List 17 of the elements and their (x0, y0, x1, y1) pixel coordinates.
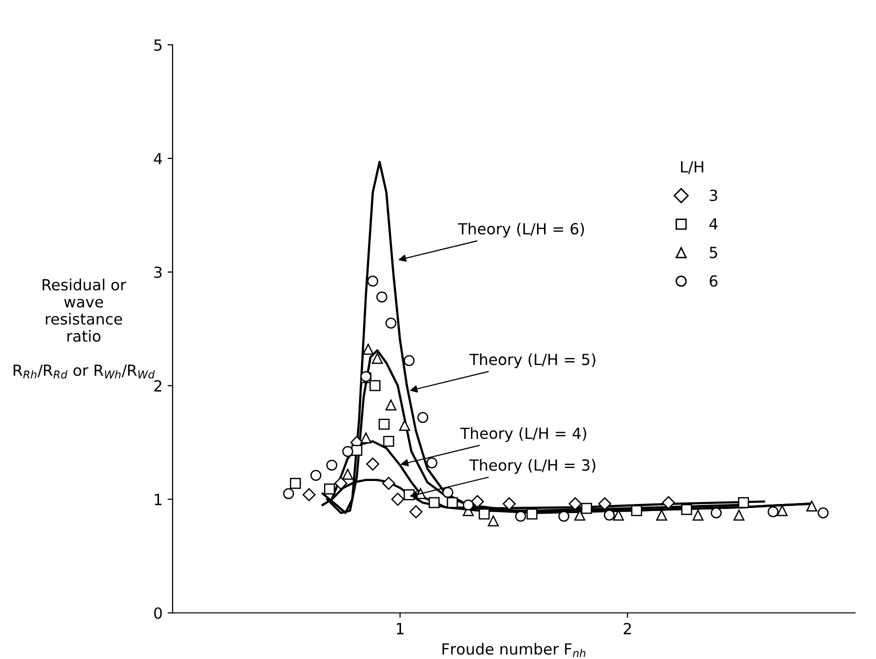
x-axis-title: Froude number F$_{nh}$ (442, 642, 586, 658)
y-tick-label: 0 (154, 607, 162, 619)
text: Residual or wave resistance ratio R$_{Rh}$/R$_{Rd}$ or R$_{Wh}$/R$_{Wd}$ (14, 278, 155, 378)
y-tick-label: 5 (154, 39, 162, 51)
legend-label: 4 (709, 218, 718, 230)
legend-label: 5 (710, 246, 718, 258)
annotation: Theory (L/H = 5) (469, 353, 596, 368)
y-tick-label: 4 (154, 153, 162, 164)
y-tick-label: 2 (154, 380, 162, 392)
y-tick-label: 1 (154, 494, 162, 506)
annotation: Theory (L/H = 3) (469, 459, 596, 474)
annotation: Theory (L/H = 4) (460, 427, 586, 442)
legend-label: 6 (710, 275, 718, 287)
legend-label: 3 (710, 190, 718, 202)
y-tick-label: 3 (154, 266, 162, 278)
legend-title: L/H (681, 161, 704, 174)
annotation: Theory (L/H = 6) (458, 222, 584, 238)
